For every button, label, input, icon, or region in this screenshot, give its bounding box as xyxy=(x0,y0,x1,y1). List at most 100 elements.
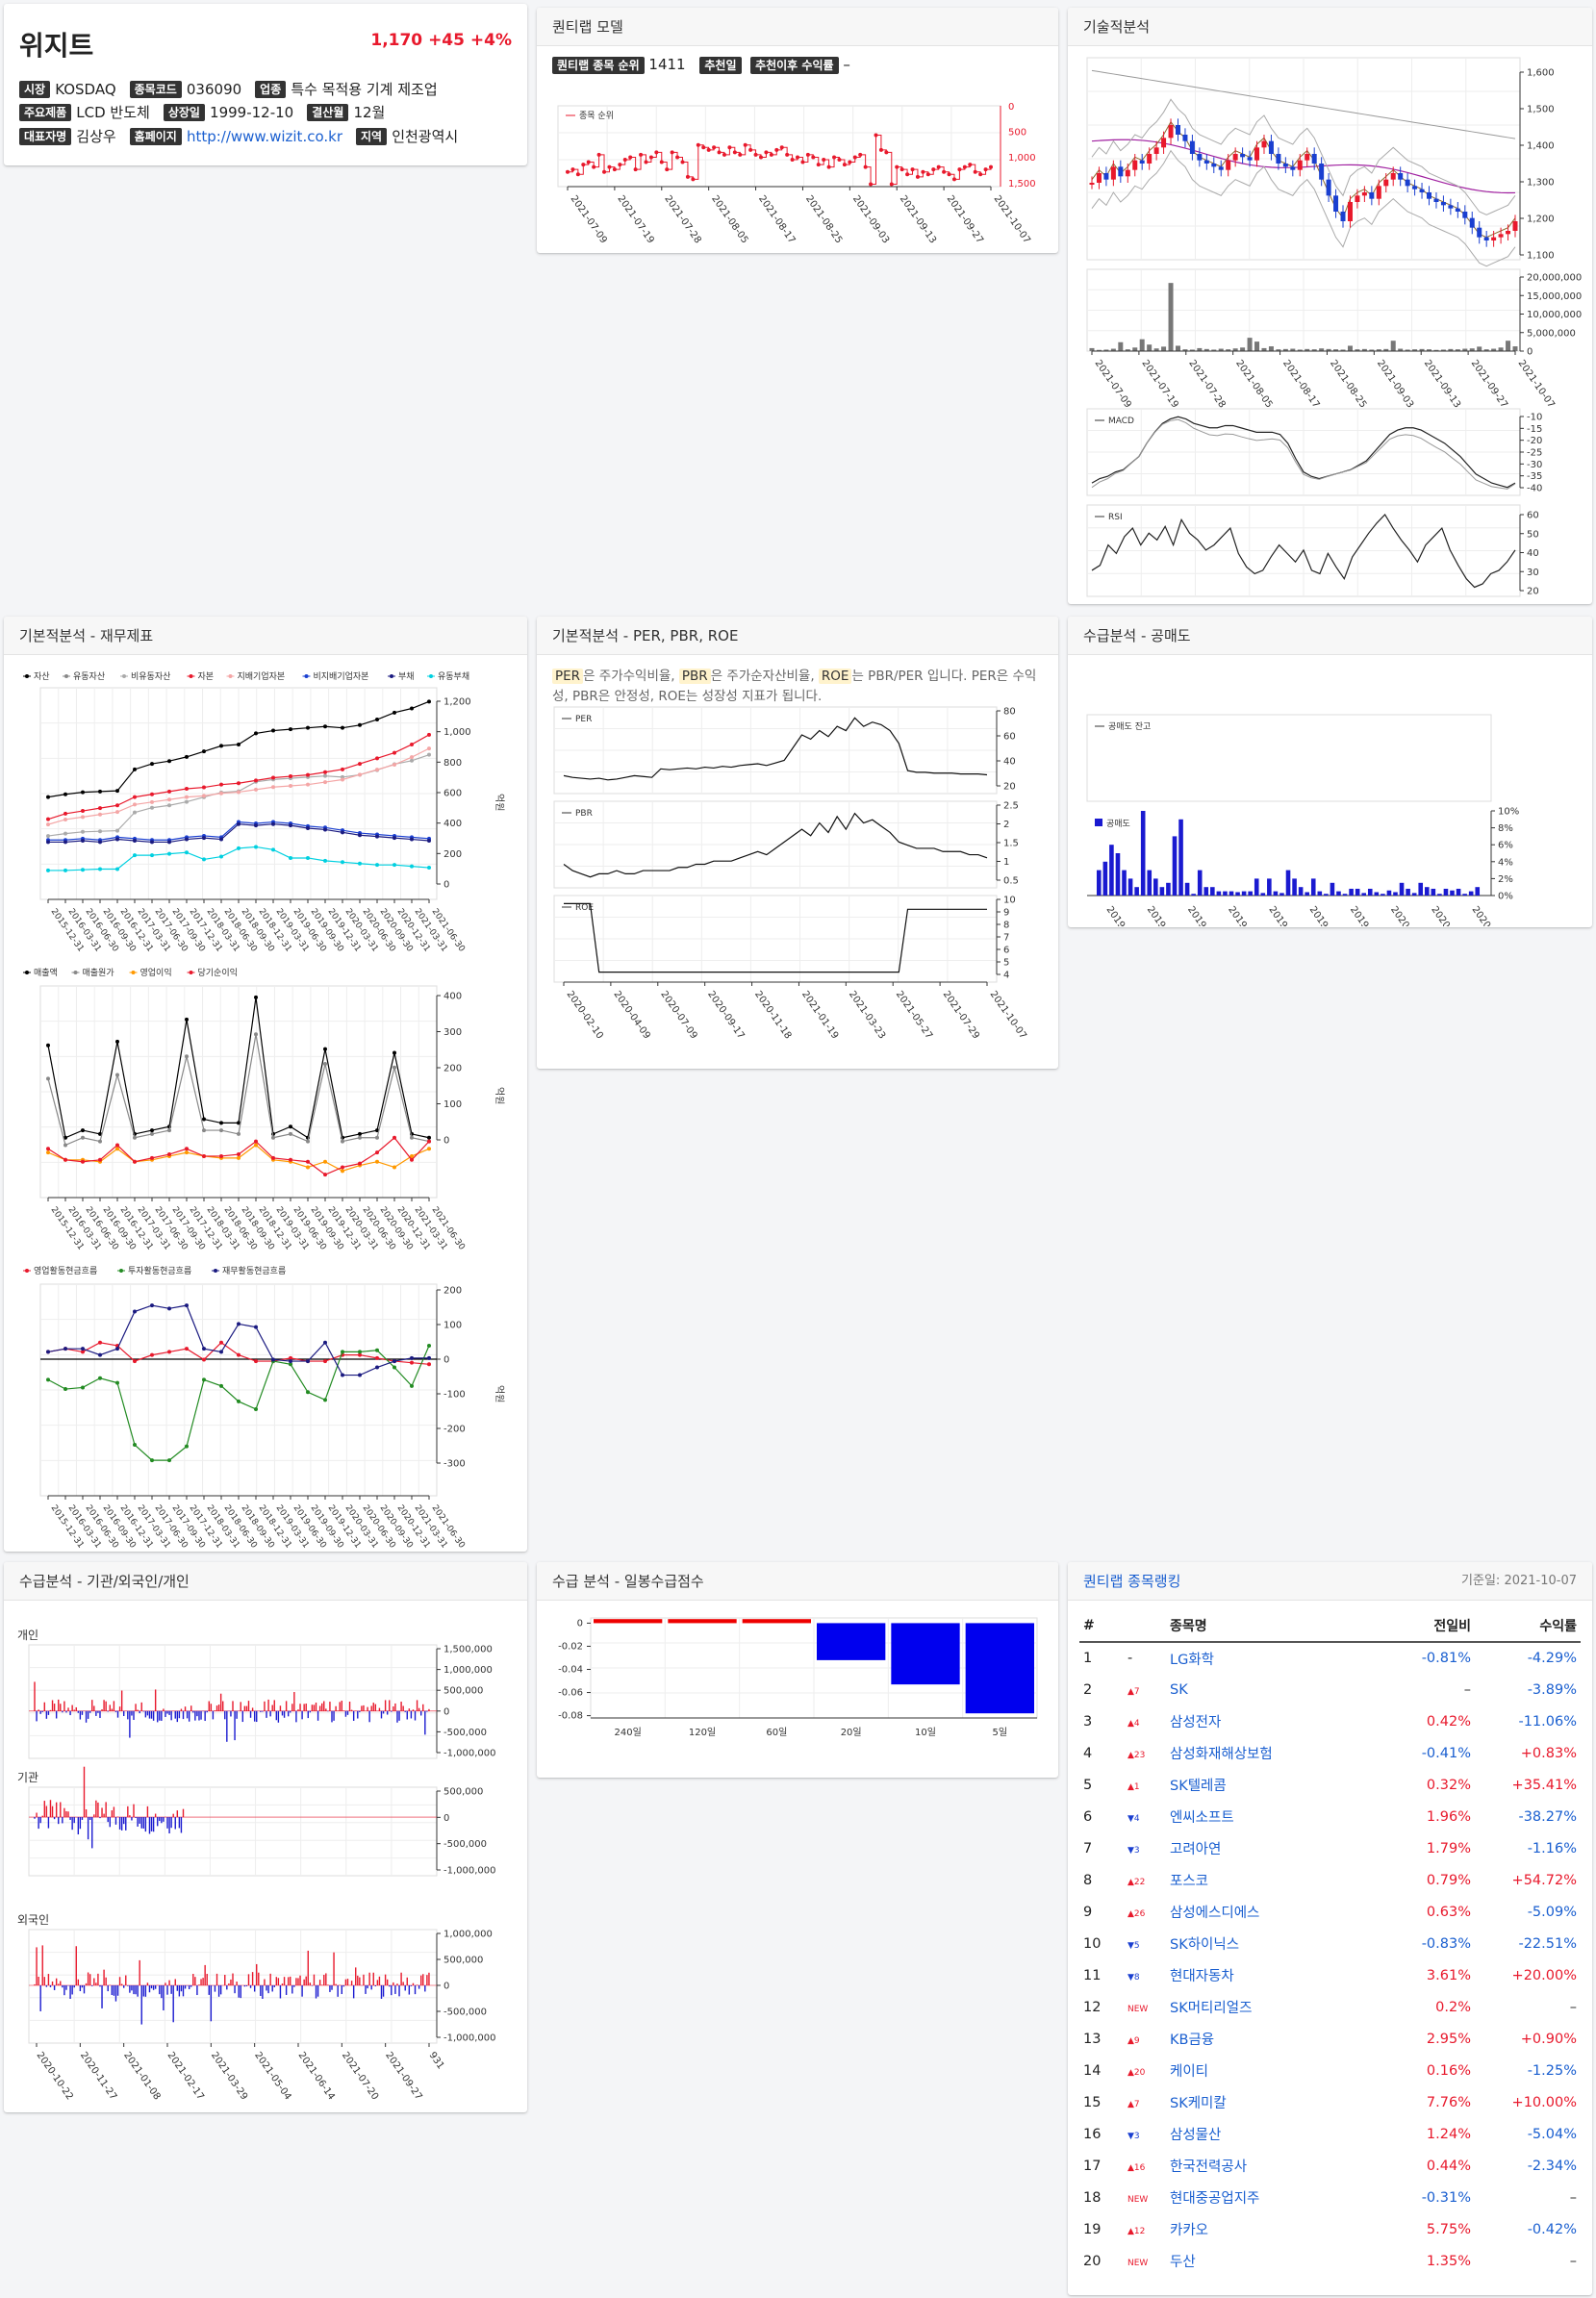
short-bar xyxy=(1424,887,1430,896)
table-row[interactable]: 20 NEW 두산 1.35% – xyxy=(1079,2245,1581,2277)
tick-label: 1,300 xyxy=(1527,178,1555,189)
legend-label: 부채 xyxy=(398,671,415,682)
data-point xyxy=(254,1406,258,1411)
up-arrow-icon: ▲ xyxy=(1127,1877,1134,1887)
short-bar xyxy=(1355,888,1360,896)
tick-label: 0 xyxy=(443,1706,449,1717)
rank-number: 18 xyxy=(1083,2189,1102,2206)
table-row[interactable]: 14 ▲20 케이티 0.16% -1.25% xyxy=(1079,2055,1581,2086)
table-row[interactable]: 2 ▲7 SK – -3.89% xyxy=(1079,1674,1581,1705)
stock-link[interactable]: 엔씨소프트 xyxy=(1170,1810,1234,1826)
volume-bar xyxy=(1462,348,1468,351)
table-row[interactable]: 15 ▲7 SK케미칼 7.76% +10.00% xyxy=(1079,2086,1581,2118)
data-point xyxy=(271,1135,275,1140)
table-row[interactable]: 18 NEW 현대중공업지주 -0.31% – xyxy=(1079,2182,1581,2213)
table-row[interactable]: 6 ▼4 엔씨소프트 1.96% -38.27% xyxy=(1079,1801,1581,1832)
data-point xyxy=(358,1135,362,1140)
table-row[interactable]: 13 ▲9 KB금융 2.95% +0.90% xyxy=(1079,2023,1581,2055)
data-point xyxy=(63,868,67,872)
short-bar xyxy=(1134,887,1139,896)
down-arrow-icon: ▼ xyxy=(1127,1940,1134,1951)
short-bar xyxy=(1122,870,1127,896)
data-point xyxy=(306,782,310,787)
table-row[interactable]: 7 ▼3 고려아연 1.79% -1.16% xyxy=(1079,1832,1581,1864)
stock-link[interactable]: 포스코 xyxy=(1170,1874,1209,1889)
tick-label: 4% xyxy=(1498,857,1513,868)
short-bar xyxy=(1210,887,1215,896)
stock-link[interactable]: SK xyxy=(1170,1681,1188,1698)
stock-link[interactable]: 삼성에스디에스 xyxy=(1170,1906,1260,1921)
table-row[interactable]: 11 ▼8 현대자동차 3.61% +20.00% xyxy=(1079,1959,1581,1991)
table-row[interactable]: 17 ▲16 한국전력공사 0.44% -2.34% xyxy=(1079,2150,1581,2182)
stock-link[interactable]: 삼성화재해상보험 xyxy=(1170,1747,1273,1762)
stock-fields: 시장 KOSDAQ 종목코드 036090 업종 특수 목적용 기계 제조업 주요제품… xyxy=(19,77,512,148)
tick-label: 1,400 xyxy=(1527,141,1555,152)
data-point xyxy=(46,1150,50,1155)
tick-label: 2020-09-17 xyxy=(705,989,746,1041)
stock-link[interactable]: SK머티리얼즈 xyxy=(1170,2001,1253,2016)
volume-bar xyxy=(1427,349,1432,351)
tick-label: 2021-01-19 xyxy=(799,989,840,1041)
data-point xyxy=(219,1340,223,1345)
day-change: 1.79% xyxy=(1426,1840,1471,1856)
tick-label: -1,000,000 xyxy=(443,1866,496,1877)
table-row[interactable]: 1 - LG화학 -0.81% -4.29% xyxy=(1079,1642,1581,1674)
candle-body xyxy=(1247,157,1253,161)
rank-change: ▲4 xyxy=(1127,1718,1140,1729)
table-row[interactable]: 8 ▲22 포스코 0.79% +54.72% xyxy=(1079,1864,1581,1896)
stock-link[interactable]: 삼성전자 xyxy=(1170,1715,1222,1730)
tick-label: -25 xyxy=(1527,448,1542,459)
data-point xyxy=(150,792,154,796)
table-row[interactable]: 10 ▼5 SK하이닉스 -0.83% -22.51% xyxy=(1079,1928,1581,1959)
table-row[interactable]: 4 ▲23 삼성화재해상보험 -0.41% +0.83% xyxy=(1079,1737,1581,1769)
data-point xyxy=(63,831,67,836)
table-row[interactable]: 3 ▲4 삼성전자 0.42% -11.06% xyxy=(1079,1705,1581,1737)
tick-label: -0.04 xyxy=(558,1665,583,1676)
table-row[interactable]: 5 ▲1 SK텔레콤 0.32% +35.41% xyxy=(1079,1769,1581,1801)
data-point xyxy=(306,826,310,831)
volume-bar xyxy=(1412,349,1418,351)
stock-link[interactable]: 한국전력공사 xyxy=(1170,2159,1248,2175)
data-point xyxy=(410,758,414,763)
rank-point xyxy=(644,160,648,164)
stock-link[interactable]: KB금융 xyxy=(1170,2033,1215,2048)
homepage-link[interactable]: http://www.wizit.co.kr xyxy=(186,127,342,145)
tick-label: 1,500 xyxy=(1527,105,1555,115)
data-point xyxy=(393,1365,396,1370)
stock-link[interactable]: 고려아연 xyxy=(1170,1842,1222,1857)
stock-link[interactable]: 삼성물산 xyxy=(1170,2128,1222,2143)
volume-bar xyxy=(1305,348,1310,351)
table-row[interactable]: 16 ▼3 삼성물산 1.24% -5.04% xyxy=(1079,2118,1581,2150)
data-point xyxy=(98,789,102,794)
rank-point xyxy=(962,164,967,169)
data-point xyxy=(167,840,171,845)
volume-bar xyxy=(1506,341,1511,351)
tick-label: 60 xyxy=(1527,511,1539,521)
tick-label: -10 xyxy=(1527,413,1542,423)
tick-label: 2021-09-03 xyxy=(850,193,891,245)
table-row[interactable]: 9 ▲26 삼성에스디에스 0.63% -5.09% xyxy=(1079,1896,1581,1928)
data-point xyxy=(427,1135,431,1140)
legend-label: 자본 xyxy=(198,671,215,682)
stock-link[interactable]: 카카오 xyxy=(1170,2223,1209,2238)
score-bar xyxy=(742,1619,811,1624)
tick-label: 400 xyxy=(443,819,462,829)
stock-link[interactable]: 두산 xyxy=(1170,2255,1196,2270)
volume-bar xyxy=(1282,348,1288,351)
table-row[interactable]: 12 NEW SK머티리얼즈 0.2% – xyxy=(1079,1991,1581,2023)
table-row[interactable]: 19 ▲12 카카오 5.75% -0.42% xyxy=(1079,2213,1581,2245)
stock-link[interactable]: 케이티 xyxy=(1170,2064,1209,2080)
stock-link[interactable]: 현대자동차 xyxy=(1170,1969,1234,1984)
stock-link[interactable]: SK텔레콤 xyxy=(1170,1779,1227,1794)
data-point xyxy=(271,821,275,826)
stock-link[interactable]: 현대중공업지주 xyxy=(1170,2191,1260,2207)
candle-body xyxy=(1110,166,1116,180)
candle-body xyxy=(1118,166,1124,177)
score-bar xyxy=(817,1623,886,1660)
candle-body xyxy=(1218,166,1224,170)
stock-link[interactable]: LG화학 xyxy=(1170,1652,1214,1668)
data-point xyxy=(115,828,119,833)
stock-link[interactable]: SK케미칼 xyxy=(1170,2096,1227,2111)
candle-body xyxy=(1240,154,1246,158)
stock-link[interactable]: SK하이닉스 xyxy=(1170,1937,1240,1953)
